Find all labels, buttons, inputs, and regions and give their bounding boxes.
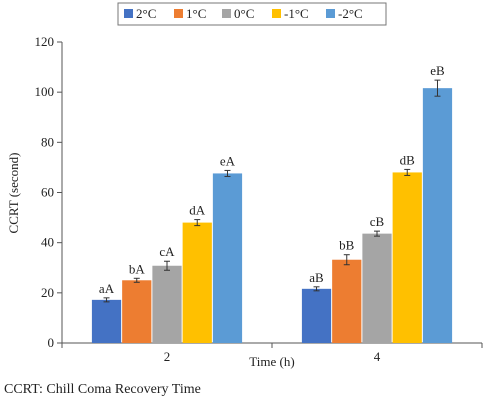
data-label: aA [99, 281, 115, 296]
data-label: cA [159, 244, 175, 259]
legend-label: 1°C [186, 6, 206, 21]
bar [392, 172, 422, 343]
data-label: dB [400, 152, 416, 167]
data-label: cB [370, 214, 385, 229]
bar [91, 299, 122, 343]
y-tick-label: 0 [48, 335, 55, 350]
x-tick-label: 2 [164, 349, 171, 364]
data-label: eA [220, 153, 236, 168]
y-tick-label: 100 [35, 84, 55, 99]
data-label: bA [129, 261, 146, 276]
legend-swatch [272, 9, 281, 18]
data-label: dA [189, 203, 206, 218]
legend-box [117, 2, 387, 26]
bars: aA bA cA dA eA aB bB cB dB eB [91, 63, 453, 343]
legend-swatch [124, 9, 133, 18]
legend-swatch [326, 9, 335, 18]
caption: CCRT: Chill Coma Recovery Time [4, 382, 201, 397]
y-tick-label: 120 [35, 34, 55, 49]
bar [362, 233, 392, 343]
legend-label: -1°C [284, 6, 309, 21]
bar [152, 265, 182, 343]
bar [301, 288, 332, 343]
legend-swatch [174, 9, 183, 18]
x-axis-title: Time (h) [249, 354, 294, 369]
bar [122, 280, 152, 343]
data-label: aB [309, 270, 324, 285]
legend-label: 2°C [136, 6, 156, 21]
y-tick-label: 60 [41, 185, 54, 200]
legend-label: -2°C [338, 6, 363, 21]
y-tick-label: 20 [41, 285, 54, 300]
bar [182, 222, 212, 343]
y-axis-title: CCRT (second) [6, 153, 21, 234]
y-axis: 0 20 40 60 80 100 120 [35, 34, 63, 350]
legend-label: 0°C [234, 6, 254, 21]
legend: 2°C 1°C 0°C -1°C -2°C [117, 2, 387, 26]
legend-swatch [222, 9, 231, 18]
bar [422, 88, 453, 343]
x-tick-label: 4 [374, 349, 381, 364]
bar [212, 173, 243, 343]
bar [332, 259, 362, 343]
data-label: bB [339, 238, 355, 253]
y-tick-label: 80 [41, 134, 54, 149]
data-label: eB [430, 63, 445, 78]
y-tick-label: 40 [41, 235, 54, 250]
bar-chart: 2°C 1°C 0°C -1°C -2°C 0 20 40 60 80 100 120 2 4 aA b… [6, 2, 483, 369]
